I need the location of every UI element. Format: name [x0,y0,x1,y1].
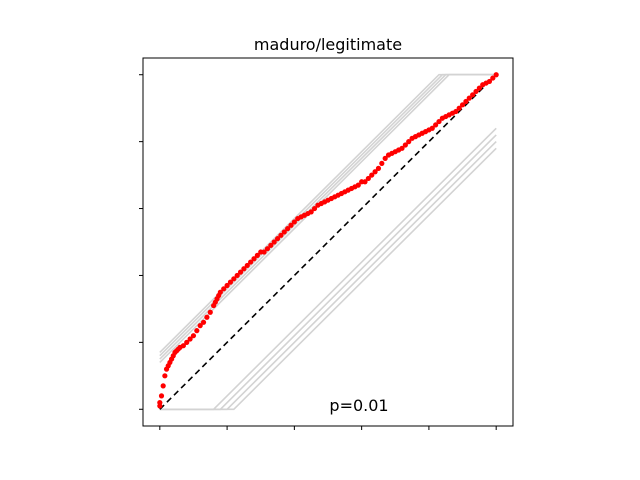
envelope-lower-line [159,147,497,411]
data-point [456,105,462,111]
data-point [251,256,257,262]
data-point [264,246,271,252]
data-point [379,160,385,166]
data-point [254,252,260,258]
y-axis-ticks [139,74,143,410]
data-point [285,226,291,232]
envelope-lower-line [159,127,497,411]
data-point [406,139,412,145]
data-point [224,282,230,289]
data-point [217,289,223,295]
data-point [433,122,439,128]
chart-title: maduro/legitimate [254,35,402,54]
data-point [365,175,371,182]
data-point [160,383,166,389]
data-point [227,279,234,285]
data-point [194,328,200,334]
data-point [162,373,168,379]
data-point [200,319,207,325]
data-point [261,249,267,255]
data-point [291,219,297,225]
p-value-annotation: p=0.01 [329,396,388,415]
data-point [382,155,388,161]
data-point [278,232,284,238]
data-point [473,88,479,95]
data-point [375,165,382,171]
plot-frame [142,57,514,427]
data-point [197,323,203,329]
data-point [231,276,237,282]
data-points [157,72,499,409]
data-point [311,205,318,212]
data-point [248,259,254,265]
data-point [308,209,314,215]
data-point [184,339,190,345]
data-point [453,108,459,115]
data-point [436,118,442,125]
data-point [470,92,476,98]
data-point [399,145,405,151]
data-point [244,262,250,269]
data-point [463,98,469,105]
data-point [157,399,163,406]
data-point [362,179,368,185]
data-point [493,72,499,78]
data-point [459,102,466,108]
data-point [429,125,435,131]
envelope-upper-line [159,73,497,360]
data-point [237,269,244,275]
data-point [486,78,493,85]
data-point [402,142,408,148]
data-point [355,182,361,188]
envelope-lower-line [159,134,497,411]
data-point [190,333,197,339]
data-point [466,95,472,101]
data-point [204,314,210,320]
reference-diagonal-line [159,74,497,410]
data-point [288,222,294,228]
data-point [241,266,247,272]
data-point [274,236,281,242]
data-point [490,75,496,81]
data-point [234,272,240,279]
data-point [187,336,193,342]
data-point [369,172,375,178]
data-point [221,286,227,292]
data-point [268,242,274,248]
data-point [476,85,482,91]
data-point [271,239,277,245]
envelope-lower-line [159,141,497,411]
data-point [207,309,213,315]
x-axis-ticks [159,426,497,430]
data-point [281,229,287,235]
data-point [180,343,186,349]
data-point [158,393,165,399]
data-point [372,169,378,175]
